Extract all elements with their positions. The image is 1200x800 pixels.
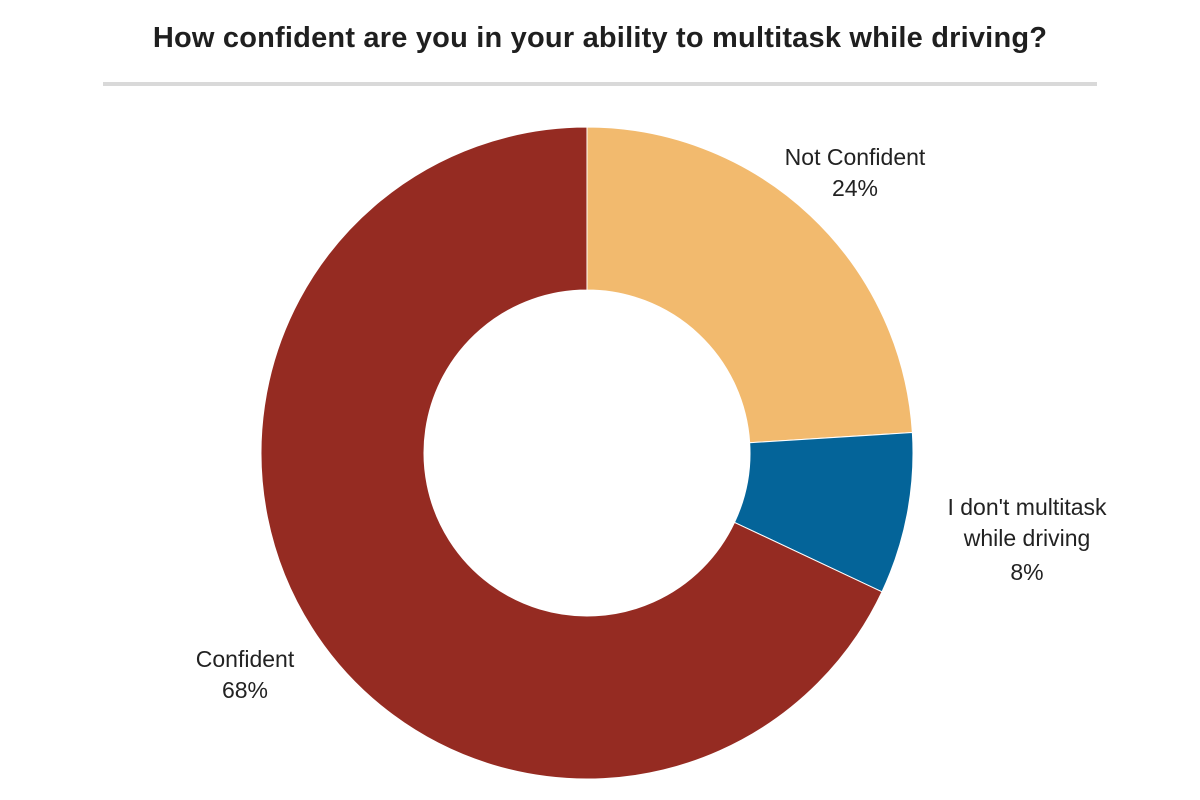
slice-name-not-confident: Not Confident	[785, 144, 926, 170]
slice-value-confident: 68%	[222, 677, 268, 703]
slice-value-i-don-t-multitask-while-driving: 8%	[1010, 559, 1043, 585]
slice-label-not-confident: Not Confident 24%	[785, 144, 926, 201]
title-divider	[103, 82, 1097, 86]
slice-label-confident: Confident 68%	[196, 646, 295, 703]
slice-name-i-don-t-multitask-while-driving: while driving	[963, 525, 1091, 551]
slice-confident	[260, 126, 883, 780]
slice-label-i-don-t-multitask-while-driving: I don't multitask while driving 8%	[947, 494, 1107, 585]
slice-name-confident: Confident	[196, 646, 295, 672]
slice-not-confident	[586, 126, 913, 444]
slice-name-i-don-t-multitask-while-driving: I don't multitask	[947, 494, 1107, 520]
slice-value-not-confident: 24%	[832, 175, 878, 201]
chart-title: How confident are you in your ability to…	[152, 22, 1048, 54]
